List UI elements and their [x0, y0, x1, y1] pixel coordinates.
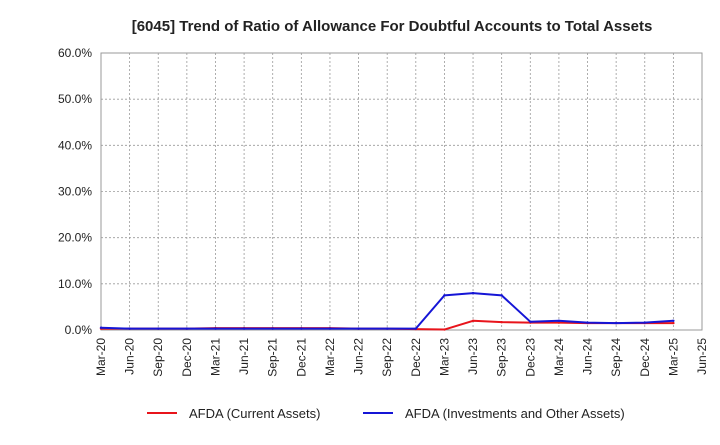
x-tick-label: Mar-20	[94, 338, 108, 376]
y-tick-label: 60.0%	[58, 46, 92, 60]
data-point	[157, 327, 160, 330]
data-point	[471, 319, 475, 322]
data-point	[443, 328, 446, 331]
legend: AFDA (Current Assets) AFDA (Investments a…	[147, 406, 625, 421]
data-point	[614, 321, 618, 325]
data-point	[672, 321, 675, 325]
legend-label: AFDA (Current Assets)	[189, 406, 320, 421]
x-tick-label: Jun-20	[123, 338, 137, 375]
data-point	[557, 321, 561, 324]
gridlines	[101, 53, 702, 330]
data-point	[385, 327, 389, 330]
x-tick-label: Mar-22	[323, 338, 337, 376]
data-point	[242, 327, 246, 330]
x-tick-label: Sep-21	[266, 338, 280, 377]
x-tick-label: Jun-24	[581, 338, 595, 375]
data-point	[328, 327, 332, 330]
data-point	[99, 326, 103, 329]
data-point	[185, 327, 189, 330]
x-tick-label: Mar-25	[666, 338, 680, 376]
data-point	[500, 320, 503, 324]
data-point	[443, 294, 446, 297]
x-tick-label: Jun-21	[237, 338, 251, 375]
y-tick-label: 20.0%	[58, 231, 92, 245]
data-point	[271, 327, 274, 330]
x-tick-label: Dec-23	[523, 338, 537, 377]
y-tick-label: 0.0%	[65, 323, 93, 337]
data-point	[643, 321, 646, 324]
x-tick-label: Jun-25	[695, 338, 709, 375]
x-tick-label: Dec-20	[180, 338, 194, 377]
x-tick-label: Mar-23	[437, 338, 451, 376]
data-point	[471, 291, 475, 295]
data-point	[672, 319, 675, 322]
x-tick-label: Sep-22	[380, 338, 394, 377]
data-point	[214, 327, 217, 330]
x-tick-label: Sep-23	[495, 338, 509, 377]
x-tick-label: Sep-20	[151, 338, 165, 377]
data-point	[128, 327, 131, 330]
y-tick-label: 10.0%	[58, 277, 92, 291]
x-tick-label: Dec-22	[409, 338, 423, 377]
x-tick-label: Jun-22	[352, 338, 366, 375]
x-tick-label: Sep-24	[609, 338, 623, 377]
x-tick-label: Mar-24	[552, 338, 566, 376]
data-point	[414, 327, 418, 330]
data-point	[529, 320, 532, 323]
y-tick-label: 30.0%	[58, 185, 92, 199]
data-point	[500, 294, 503, 297]
y-axis-ticks: 0.0% 10.0% 20.0% 30.0% 40.0% 50.0% 60.0%	[58, 46, 92, 337]
y-tick-label: 50.0%	[58, 92, 92, 106]
data-point	[357, 327, 360, 330]
x-tick-label: Mar-21	[208, 338, 222, 376]
x-tick-label: Dec-24	[638, 338, 652, 377]
series-2	[99, 291, 675, 330]
series-lines	[99, 291, 675, 331]
chart-title: [6045] Trend of Ratio of Allowance For D…	[132, 18, 653, 35]
data-point	[586, 321, 589, 324]
x-axis-ticks: Mar-20 Jun-20 Sep-20 Dec-20 Mar-21 Jun-21 Sep-…	[94, 338, 709, 377]
x-tick-label: Jun-23	[466, 338, 480, 375]
x-tick-label: Dec-21	[294, 338, 308, 377]
data-point	[300, 327, 303, 330]
plot-area	[100, 52, 703, 331]
y-tick-label: 40.0%	[58, 138, 92, 152]
data-point	[557, 319, 561, 322]
legend-label: AFDA (Investments and Other Assets)	[405, 406, 625, 421]
